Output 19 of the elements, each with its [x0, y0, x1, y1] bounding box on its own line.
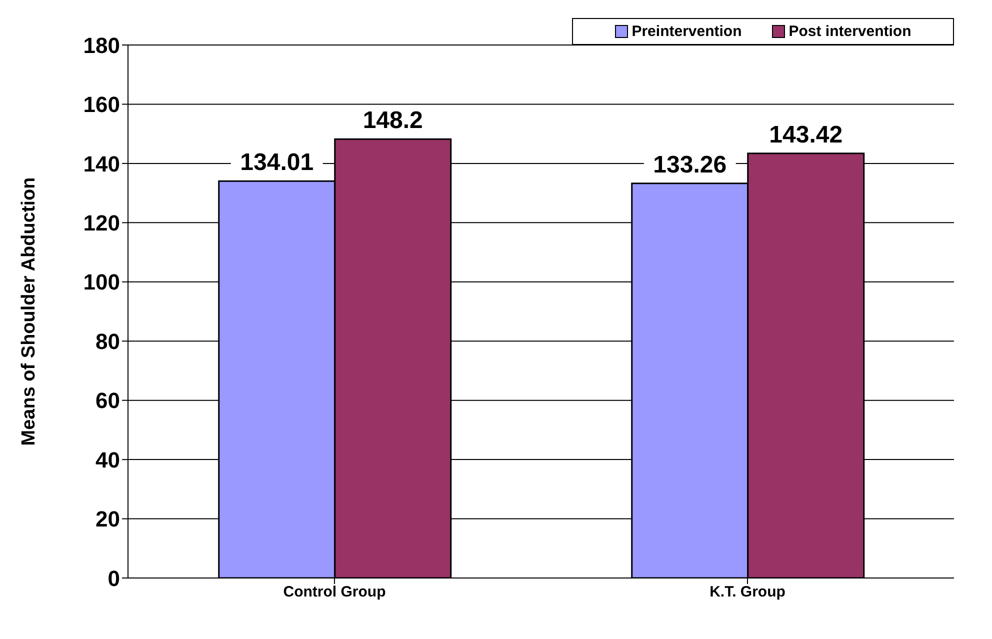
y-tick-label: 40: [96, 447, 120, 472]
y-tick-label: 160: [83, 92, 120, 118]
legend-label: Preintervention: [632, 23, 742, 40]
x-tick-label: K.T. Group: [710, 584, 786, 601]
data-label: 148.2: [362, 107, 423, 134]
y-tick-label: 120: [83, 210, 120, 236]
data-label: 134.01: [240, 149, 314, 176]
data-label: 133.26: [653, 151, 727, 178]
y-tick-label: 140: [83, 151, 120, 176]
y-tick-label: 60: [96, 388, 120, 414]
y-axis-title: Means of Shoulder Abduction: [18, 177, 40, 446]
y-tick-label: 0: [108, 566, 120, 591]
y-tick-label: 100: [83, 270, 120, 295]
legend-label: Post intervention: [788, 23, 912, 40]
x-tick-label: Control Group: [283, 584, 386, 601]
y-tick-label: 20: [96, 506, 120, 532]
data-label: 143.42: [769, 121, 843, 148]
y-tick-label: 180: [83, 32, 120, 58]
y-tick-label: 80: [96, 328, 120, 354]
